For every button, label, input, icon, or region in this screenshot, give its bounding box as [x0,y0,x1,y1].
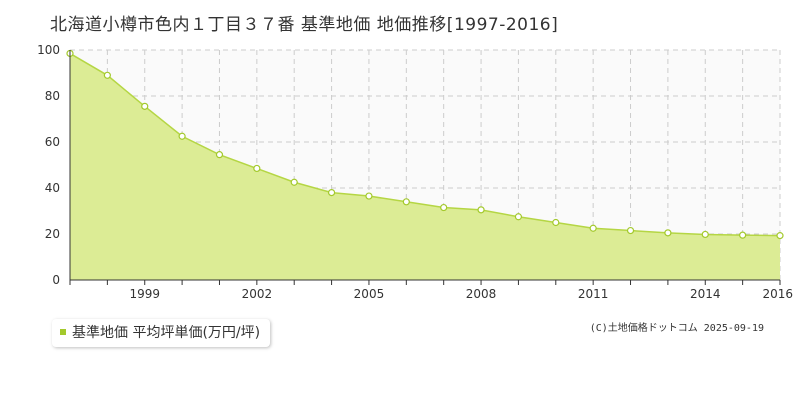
y-tick-label: 0 [52,273,60,287]
series-line [69,52,781,237]
area-fill [70,53,780,281]
x-tick-label: 2008 [466,287,497,301]
data-point [739,231,747,239]
axes [69,50,781,285]
data-point [589,224,597,232]
data-point [552,218,560,227]
x-tick-label: 2016 [762,287,793,301]
y-tick-label: 60 [45,135,60,149]
data-point [327,189,336,197]
legend-label: 基準地価 平均坪単価(万円/坪) [72,325,261,341]
data-point [215,151,224,159]
data-point [514,213,523,221]
data-point [365,192,373,200]
x-tick-label: 1999 [129,287,160,301]
y-tick-label: 40 [45,181,60,195]
data-point [664,229,672,237]
legend-swatch [60,329,66,335]
y-tick-label: 100 [37,43,60,57]
copyright-text: (C)土地価格ドットコム 2025-09-19 [589,323,764,334]
data-point [626,226,635,235]
data-points [66,49,784,240]
x-tick-label: 2005 [354,287,385,301]
data-point [440,203,448,212]
x-tick-label: 2002 [242,287,273,301]
data-point [178,132,186,140]
y-tick-labels: 0 20 40 60 80 100 [37,43,60,287]
data-point [701,230,709,239]
data-point [776,232,784,240]
data-point [290,178,298,186]
chart-title: 北海道小樽市色内１丁目３７番 基準地価 地価推移[1997-2016] [50,15,559,35]
area-series [69,52,781,281]
data-point [141,102,149,110]
data-point [477,206,485,214]
data-point [253,164,261,173]
legend: 基準地価 平均坪単価(万円/坪) [52,319,271,347]
data-point [103,71,111,79]
data-point [402,198,410,206]
y-tick-label: 20 [45,227,60,241]
y-tick-label: 80 [45,89,60,103]
x-tick-labels: 1999 2002 2005 2008 2011 2014 2016 [129,287,793,301]
x-tick-label: 2011 [578,287,609,301]
x-tick-label: 2014 [690,287,721,301]
